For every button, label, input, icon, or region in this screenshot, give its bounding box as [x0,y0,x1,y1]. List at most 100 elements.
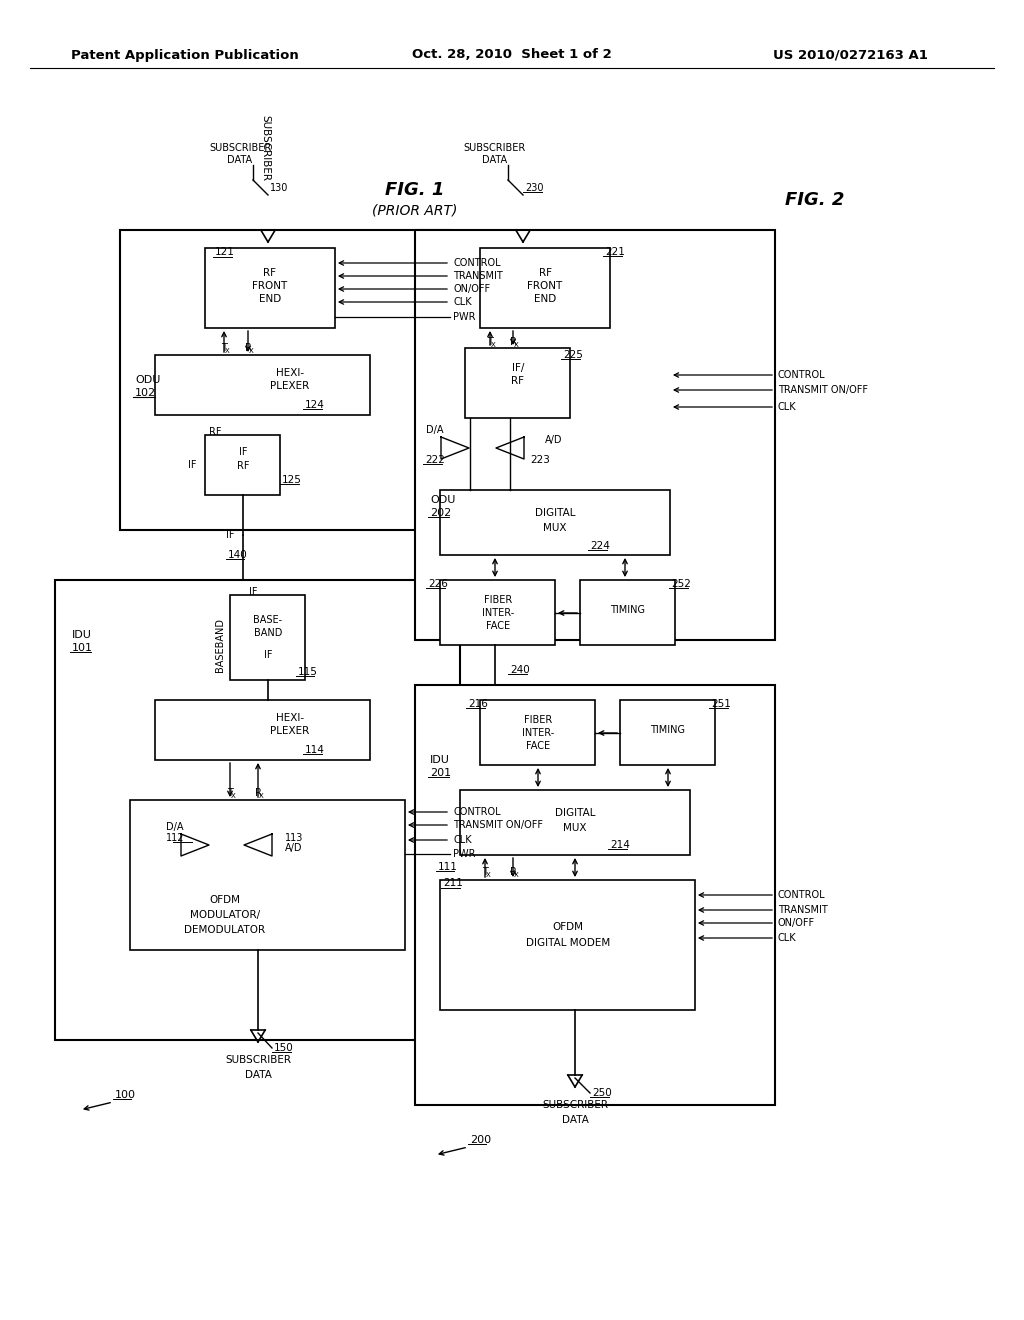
Text: RF: RF [209,426,221,437]
Text: DATA: DATA [482,154,508,165]
Text: 221: 221 [605,247,625,257]
Text: 101: 101 [72,643,93,653]
Polygon shape [441,437,469,459]
Text: FIG. 2: FIG. 2 [785,191,845,209]
Text: PWR: PWR [453,849,475,859]
Text: X: X [514,342,518,348]
Text: 211: 211 [443,878,463,888]
Bar [415,230,775,640]
Bar [55,579,460,1040]
Text: RF: RF [512,376,524,385]
Text: 150: 150 [274,1043,294,1053]
Text: 115: 115 [298,667,317,677]
Text: TRANSMIT ON/OFF: TRANSMIT ON/OFF [453,820,543,830]
Bar [440,579,555,645]
Text: CLK: CLK [778,933,797,942]
Text: 251: 251 [711,700,731,709]
Text: OFDM: OFDM [553,921,584,932]
Text: CONTROL: CONTROL [778,370,825,380]
Text: 125: 125 [282,475,302,484]
Text: DIGITAL MODEM: DIGITAL MODEM [526,939,610,948]
Bar [480,248,610,327]
Text: CONTROL: CONTROL [778,890,825,900]
Text: SUBSCRIBER: SUBSCRIBER [542,1100,608,1110]
Polygon shape [181,834,209,855]
Text: Oct. 28, 2010  Sheet 1 of 2: Oct. 28, 2010 Sheet 1 of 2 [412,49,612,62]
Text: SUBSCRIBER: SUBSCRIBER [260,115,270,181]
Text: 112: 112 [166,833,184,843]
Text: FIBER: FIBER [484,595,512,605]
Text: 224: 224 [590,541,610,550]
Text: FIBER: FIBER [524,715,552,725]
Text: 124: 124 [305,400,325,411]
Polygon shape [244,834,272,855]
Bar [415,685,775,1105]
Text: 140: 140 [228,550,248,560]
Text: X: X [485,873,490,878]
Text: FACE: FACE [526,741,550,751]
Text: RF: RF [263,268,276,279]
Text: SUBSCRIBER: SUBSCRIBER [209,143,271,153]
Bar [155,700,370,760]
Text: T: T [221,343,227,352]
Text: TRANSMIT: TRANSMIT [453,271,503,281]
Text: T: T [482,867,488,876]
Text: BASEBAND: BASEBAND [215,618,225,672]
Text: T: T [227,788,232,799]
Bar [440,880,695,1010]
Text: FACE: FACE [486,620,510,631]
Text: US 2010/0272163 A1: US 2010/0272163 A1 [772,49,928,62]
Text: 226: 226 [428,579,447,589]
Text: TRANSMIT ON/OFF: TRANSMIT ON/OFF [778,385,868,395]
Text: INTER-: INTER- [482,609,514,618]
Text: A/D: A/D [545,436,562,445]
Text: IF: IF [249,587,257,597]
Text: DATA: DATA [227,154,253,165]
Text: MUX: MUX [563,822,587,833]
Text: FIG. 1: FIG. 1 [385,181,444,199]
Text: 130: 130 [270,183,289,193]
Text: 222: 222 [425,455,444,465]
Text: TRANSMIT: TRANSMIT [778,906,827,915]
Text: HEXI-: HEXI- [275,713,304,723]
Bar [205,436,280,495]
Text: R: R [255,788,261,799]
Text: 250: 250 [592,1088,611,1098]
Bar [120,230,450,531]
Text: X: X [230,793,236,799]
Text: PLEXER: PLEXER [270,726,309,737]
Text: HEXI-: HEXI- [275,368,304,378]
Text: 202: 202 [430,508,452,517]
Text: BAND: BAND [254,628,283,638]
Text: INTER-: INTER- [522,729,554,738]
Text: DIGITAL: DIGITAL [535,508,575,517]
Text: 230: 230 [525,183,544,193]
Text: 111: 111 [438,862,458,873]
Text: R: R [510,867,516,876]
Text: END: END [259,294,282,304]
Text: PWR: PWR [453,312,475,322]
Bar [580,579,675,645]
Text: 240: 240 [510,665,529,675]
Text: Patent Application Publication: Patent Application Publication [71,49,299,62]
Text: END: END [534,294,556,304]
Text: SUBSCRIBER: SUBSCRIBER [464,143,526,153]
Text: R: R [510,337,516,347]
Text: MODULATOR/: MODULATOR/ [189,909,260,920]
Text: 201: 201 [430,768,452,777]
Text: 102: 102 [135,388,156,399]
Polygon shape [496,437,524,459]
Bar [620,700,715,766]
Text: BASE-: BASE- [253,615,283,624]
Text: IF: IF [239,447,247,457]
Text: 214: 214 [610,840,630,850]
Text: 114: 114 [305,744,325,755]
Text: IDU: IDU [72,630,92,640]
Text: 121: 121 [215,247,234,257]
Text: TIMING: TIMING [610,605,645,615]
Text: DATA: DATA [561,1115,589,1125]
Text: MUX: MUX [544,523,566,533]
Text: OFDM: OFDM [210,895,241,906]
Bar [205,248,335,327]
Text: TIMING: TIMING [650,725,685,735]
